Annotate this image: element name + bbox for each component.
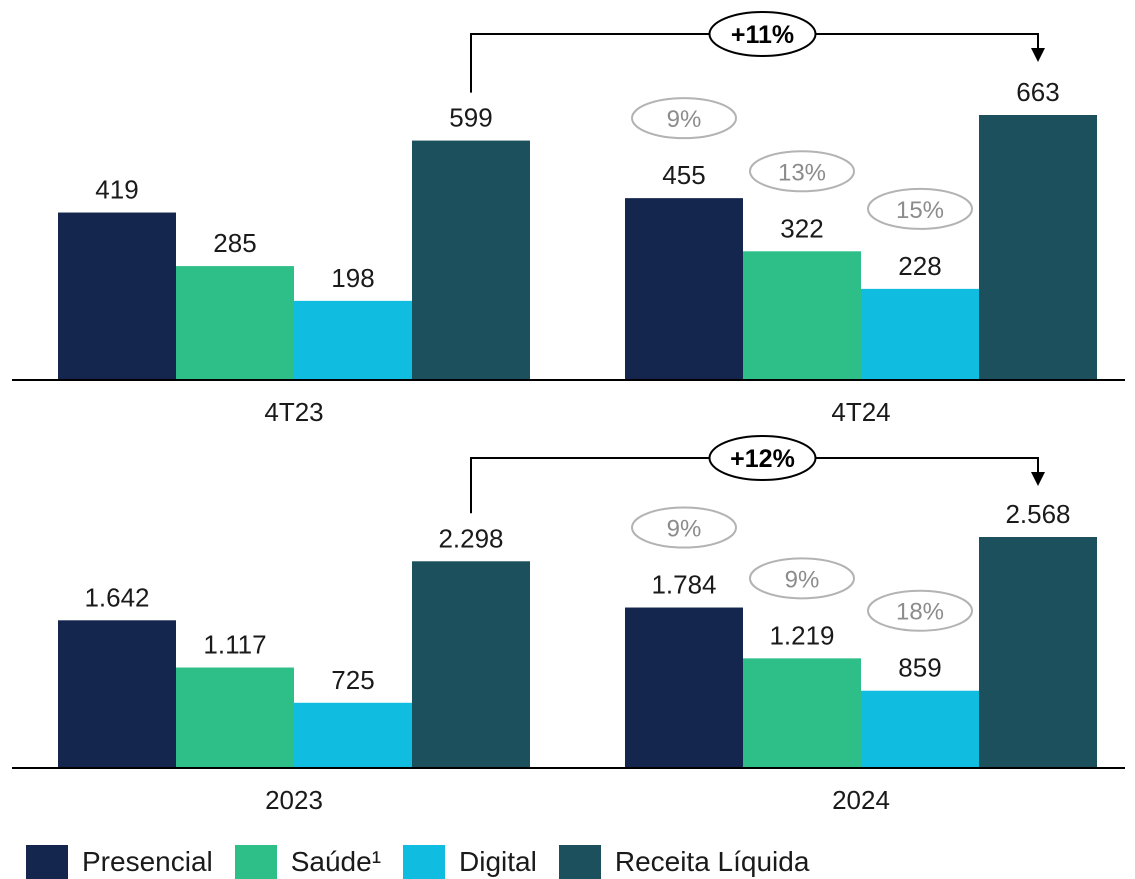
bar-presencial-4t23 — [58, 212, 176, 380]
bar-receita-liquida-2024 — [979, 537, 1097, 768]
growth-badge-digital-0 — [867, 187, 973, 230]
data-label-digital-2024: 859 — [898, 653, 941, 683]
category-label-4t23: 4T23 — [264, 397, 323, 427]
data-label-receita-liquida-2024: 2.568 — [1005, 499, 1070, 529]
category-label-2024: 2024 — [832, 785, 890, 815]
total-growth-badge-0 — [708, 11, 817, 57]
bar-digital-2024 — [861, 690, 979, 768]
data-label-receita-liquida-4t24: 663 — [1016, 77, 1059, 107]
legend: Presencial Saúde¹ Digital Receita Líquid… — [26, 845, 831, 879]
data-label-saude-2024: 1.219 — [769, 620, 834, 650]
growth-badge-presencial-0 — [631, 97, 737, 140]
data-label-receita-liquida-2023: 2.298 — [438, 523, 503, 553]
legend-item-receita-liquida: Receita Líquida — [558, 845, 810, 879]
bar-receita-liquida-4t23 — [412, 140, 530, 380]
total-growth-label-0: +11% — [731, 21, 794, 49]
data-label-digital-4t24: 228 — [898, 251, 941, 281]
data-label-presencial-2024: 1.784 — [651, 570, 716, 600]
bar-digital-2023 — [294, 702, 412, 768]
growth-badge-presencial-1 — [631, 506, 737, 549]
legend-item-saude: Saúde¹ — [234, 845, 382, 879]
data-label-saude-2023: 1.117 — [203, 630, 266, 660]
bar-saude-4t23 — [176, 266, 294, 380]
legend-swatch-saude — [234, 845, 277, 879]
data-label-presencial-4t23: 419 — [95, 175, 138, 205]
growth-label-digital-0: 15% — [896, 197, 944, 224]
data-label-digital-2023: 725 — [331, 665, 374, 695]
bar-saude-2023 — [176, 667, 294, 768]
bar-saude-4t24 — [743, 251, 861, 380]
total-growth-label-1: +12% — [730, 445, 795, 473]
growth-label-digital-1: 18% — [896, 599, 944, 626]
legend-swatch-digital — [403, 845, 446, 879]
legend-swatch-receita-liquida — [558, 845, 601, 879]
legend-item-presencial: Presencial — [26, 845, 213, 879]
growth-label-presencial-0: 9% — [667, 106, 702, 133]
bar-digital-4t24 — [861, 288, 979, 380]
growth-badge-saude-0 — [749, 150, 855, 193]
bar-saude-2024 — [743, 658, 861, 768]
bar-receita-liquida-2023 — [412, 561, 530, 768]
data-label-saude-4t24: 322 — [780, 213, 823, 243]
legend-label-presencial: Presencial — [82, 846, 213, 877]
data-label-presencial-2023: 1.642 — [84, 582, 149, 612]
bar-presencial-4t24 — [625, 198, 743, 380]
category-label-2023: 2023 — [265, 785, 323, 815]
bar-digital-4t23 — [294, 300, 412, 380]
legend-label-digital: Digital — [459, 846, 537, 877]
data-label-receita-liquida-4t23: 599 — [449, 103, 492, 133]
bar-presencial-2024 — [625, 607, 743, 768]
growth-badge-digital-1 — [867, 589, 973, 632]
bar-presencial-2023 — [58, 620, 176, 768]
total-growth-badge-1 — [708, 435, 817, 481]
legend-swatch-presencial — [26, 845, 68, 879]
growth-badge-saude-1 — [749, 557, 855, 600]
data-label-presencial-4t24: 455 — [662, 160, 705, 190]
growth-label-saude-1: 9% — [785, 566, 820, 593]
legend-label-receita-liquida: Receita Líquida — [614, 846, 810, 877]
growth-label-saude-0: 13% — [778, 159, 826, 186]
legend-item-digital: Digital — [403, 845, 537, 879]
category-label-4t24: 4T24 — [831, 397, 890, 427]
growth-label-presencial-1: 9% — [667, 516, 702, 543]
data-label-digital-4t23: 198 — [331, 263, 374, 293]
bar-receita-liquida-4t24 — [979, 115, 1097, 380]
legend-label-saude: Saúde¹ — [290, 846, 382, 877]
data-label-saude-4t23: 285 — [213, 228, 256, 258]
total-growth-arrowhead-1 — [1031, 472, 1045, 486]
total-growth-arrowhead-0 — [1031, 48, 1045, 62]
